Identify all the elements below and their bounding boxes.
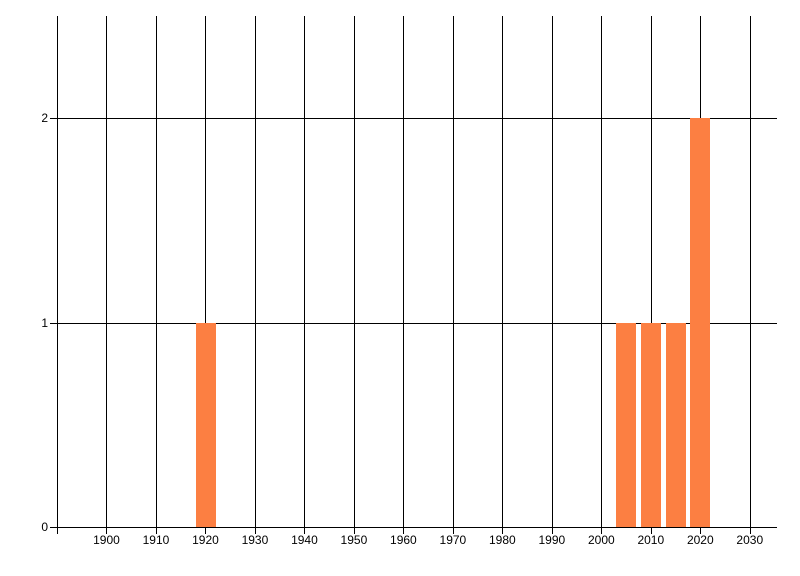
x-gridline <box>354 16 355 534</box>
x-tick-label: 1920 <box>192 533 219 547</box>
x-tick-label: 1970 <box>439 533 467 547</box>
x-gridline <box>304 16 305 534</box>
x-gridline <box>552 16 553 534</box>
x-gridline <box>106 16 107 534</box>
x-gridline <box>750 16 751 534</box>
bar <box>641 323 661 527</box>
y-tick-label: 1 <box>41 316 48 330</box>
y-gridline <box>50 323 777 324</box>
x-gridline <box>601 16 602 534</box>
x-tick-label: 2000 <box>587 533 615 547</box>
x-tick-label: 1990 <box>538 533 566 547</box>
plot-area: 0 1 2 1900 1910 1920 1930 1940 1950 1960 1970 1980 1… <box>41 16 777 547</box>
y-gridline <box>50 527 777 528</box>
x-tick-label: 1940 <box>291 533 318 547</box>
x-gridline <box>205 16 206 534</box>
bar <box>616 323 636 527</box>
bar <box>690 118 710 527</box>
x-gridline <box>502 16 503 534</box>
x-tick-label: 2030 <box>736 533 764 547</box>
x-tick-label: 1930 <box>241 533 269 547</box>
x-gridline <box>156 16 157 534</box>
x-gridline <box>255 16 256 534</box>
x-gridline <box>453 16 454 534</box>
bar <box>666 323 686 527</box>
x-tick-label: 2010 <box>637 533 665 547</box>
x-tick-label: 2020 <box>686 533 714 547</box>
y-gridline <box>50 118 777 119</box>
y-tick-label: 2 <box>41 111 48 125</box>
x-tick-label: 1980 <box>489 533 516 547</box>
bar <box>196 323 216 527</box>
x-tick-label: 1910 <box>142 533 170 547</box>
x-tick-label: 1950 <box>340 533 368 547</box>
y-tick-label: 0 <box>41 520 48 534</box>
x-gridline <box>651 16 652 534</box>
x-gridline <box>57 16 58 534</box>
x-tick-label: 1960 <box>390 533 417 547</box>
x-gridline <box>403 16 404 534</box>
x-tick-label: 1900 <box>93 533 120 547</box>
